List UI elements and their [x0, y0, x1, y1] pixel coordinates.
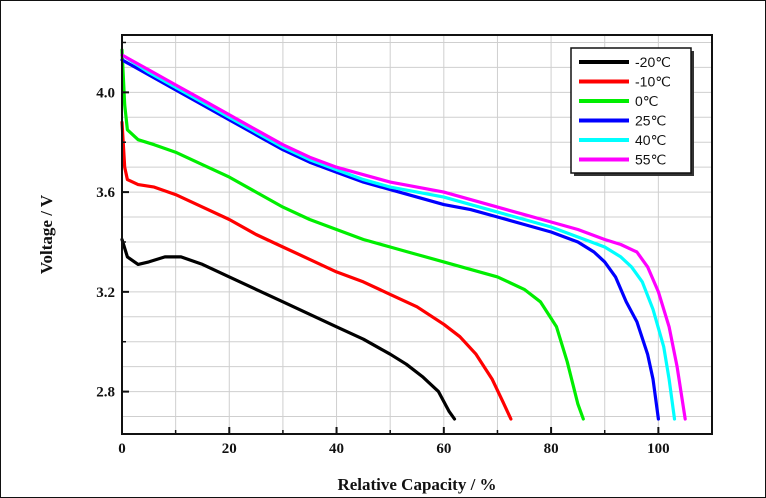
plot-area — [121, 34, 713, 435]
x-tick-label: 0 — [118, 441, 126, 457]
series-lines — [120, 48, 687, 421]
series-line — [120, 48, 585, 421]
x-tick-label: 60 — [436, 441, 451, 457]
legend-box — [570, 47, 692, 174]
y-tick-label: 2.8 — [96, 385, 115, 401]
legend-label: 0℃ — [635, 93, 659, 109]
axis-ticks: 0 20 40 60 80 100 2.8 3.2 3.6 4.0 — [96, 41, 670, 457]
x-tick-label: 80 — [544, 441, 559, 457]
legend-label: -10℃ — [635, 74, 671, 90]
y-axis-label: Voltage / V — [37, 194, 56, 274]
legend: -20℃ -10℃ 0℃ 25℃ 40℃ 55℃ — [570, 47, 694, 176]
legend-label: -20℃ — [635, 54, 671, 70]
series-line — [120, 53, 687, 421]
series-line — [120, 120, 513, 421]
y-tick-label: 3.2 — [96, 285, 115, 301]
x-tick-label: 100 — [647, 441, 670, 457]
x-axis-label: Relative Capacity / % — [337, 475, 496, 494]
y-tick-label: 3.6 — [96, 185, 115, 201]
x-tick-label: 20 — [222, 441, 237, 457]
grid — [122, 35, 712, 434]
legend-label: 25℃ — [635, 113, 666, 129]
legend-label: 40℃ — [635, 132, 666, 148]
series-line — [120, 53, 677, 421]
series-line — [120, 237, 457, 421]
series-line — [120, 58, 660, 421]
legend-label: 55℃ — [635, 152, 666, 168]
y-tick-label: 4.0 — [96, 85, 115, 101]
x-tick-label: 40 — [329, 441, 344, 457]
